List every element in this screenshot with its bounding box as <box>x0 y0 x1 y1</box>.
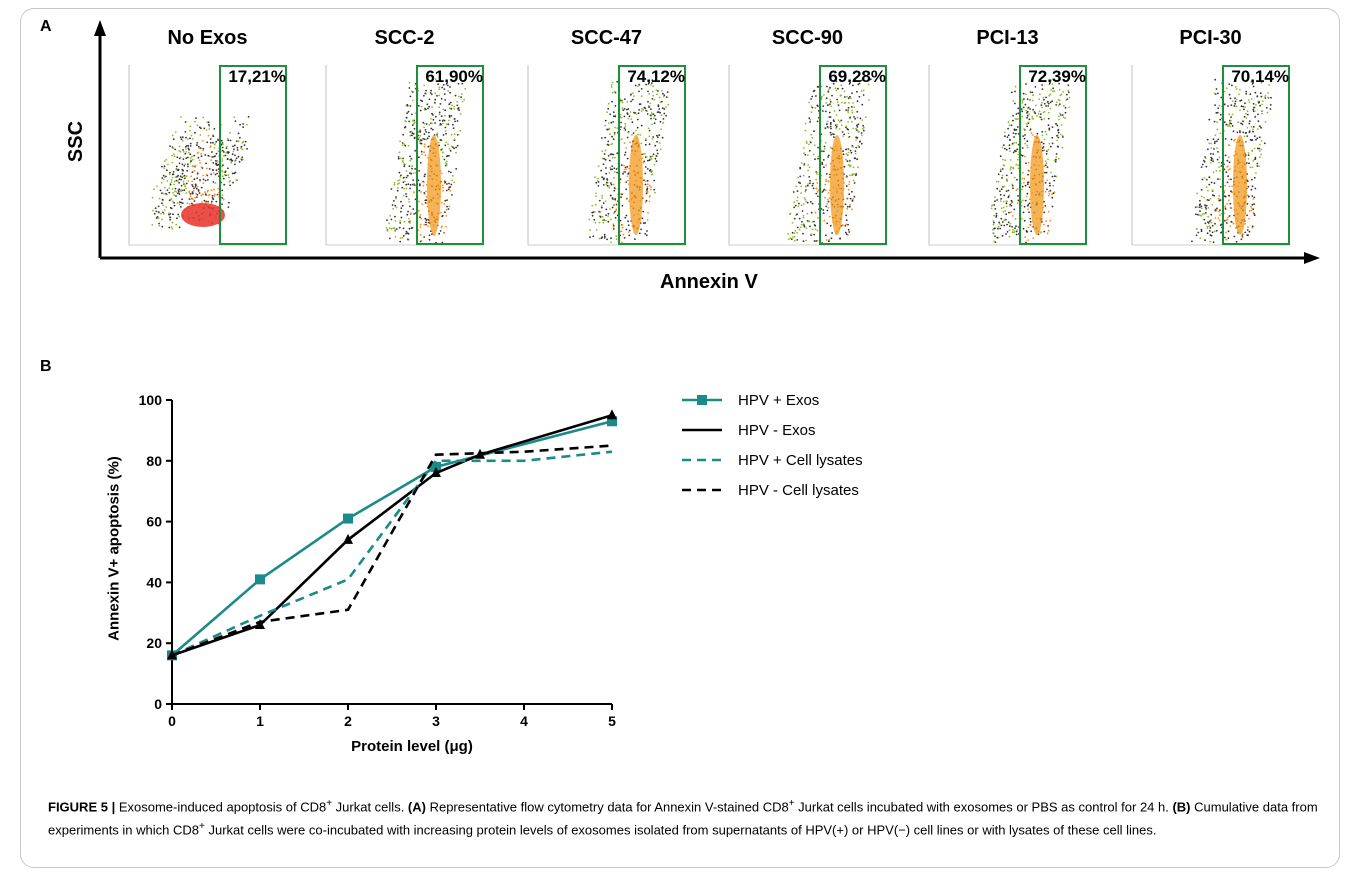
flow-panel: SCC-90 69,28% <box>725 27 890 255</box>
caption-label: FIGURE 5 | <box>48 799 116 815</box>
gate-box <box>1019 65 1087 245</box>
legend-label: HPV + Cell lysates <box>738 451 863 469</box>
legend-swatch <box>682 395 722 405</box>
line-chart-x-title: Protein level (μg) <box>351 738 473 755</box>
flow-panel-title: PCI-30 <box>1179 27 1242 49</box>
series-line <box>171 450 613 657</box>
flow-density-scatter <box>928 65 1087 246</box>
figure-caption: FIGURE 5 | Exosome-induced apoptosis of … <box>48 794 1318 841</box>
caption-sup-2: + <box>788 798 795 809</box>
x-tick-label: 2 <box>344 713 352 729</box>
y-tick-label: 60 <box>146 514 162 530</box>
data-point <box>255 618 265 629</box>
series-line <box>171 444 613 657</box>
flow-density-scatter <box>128 65 287 246</box>
series-line <box>171 413 613 657</box>
y-tick-label: 80 <box>146 453 162 469</box>
caption-text-6: Jurkat cells were co-incubated with incr… <box>204 822 1157 838</box>
legend-item: HPV - Exos <box>680 415 863 445</box>
panel-b-letter: B <box>40 358 52 375</box>
flow-panel-title: PCI-13 <box>976 27 1039 49</box>
line-chart-y-title: Annexin V+ apoptosis (%) <box>105 456 123 641</box>
legend-swatch <box>682 428 722 432</box>
flow-panel-title: SCC-90 <box>771 27 844 49</box>
gate-percentage: 61,90% <box>425 67 483 86</box>
flow-panel-title: No Exos <box>167 27 248 49</box>
x-tick-label: 5 <box>608 713 616 729</box>
caption-text-5: Cumulative data from experiments in whic… <box>48 799 1318 838</box>
legend-item: HPV + Exos <box>680 385 863 415</box>
flow-plot-area: 70,14% <box>1128 65 1293 255</box>
panel-a-x-label: Annexin V <box>660 271 758 293</box>
line-chart-svg: 0 20 40 60 80 100 0 1 2 3 4 5 <box>139 392 617 729</box>
series-line <box>171 420 613 657</box>
caption-sup-3: + <box>199 821 205 833</box>
flow-plot-area: 72,39% <box>925 65 1090 255</box>
x-tick-label: 1 <box>256 713 264 729</box>
gate-percentage: 74,12% <box>627 67 685 86</box>
x-tick-label: 3 <box>432 713 440 729</box>
flow-panel: SCC-47 74,12% <box>524 27 689 255</box>
flow-panel-title: SCC-2 <box>374 27 435 49</box>
flow-panel-title: SCC-47 <box>570 27 643 49</box>
gate-box <box>618 65 686 245</box>
gate-box <box>416 65 484 245</box>
y-tick-label: 40 <box>146 574 162 590</box>
caption-text-3: Representative flow cytometry data for A… <box>425 799 789 815</box>
gate-percentage: 69,28% <box>828 67 886 86</box>
flow-panel: PCI-30 70,14% <box>1128 27 1293 255</box>
caption-a-tag: (A) <box>407 799 426 815</box>
legend-item: HPV - Cell lysates <box>680 475 863 505</box>
data-point <box>607 409 617 420</box>
gate-percentage: 72,39% <box>1028 67 1086 86</box>
caption-text-2: Jurkat cells. <box>332 799 408 815</box>
gate-box <box>1222 65 1290 245</box>
caption-sup-1: + <box>326 798 333 809</box>
legend-label: HPV - Cell lysates <box>738 481 859 499</box>
gate-percentage: 17,21% <box>228 67 286 86</box>
gate-box <box>219 65 287 245</box>
x-tick-label: 0 <box>168 713 176 729</box>
gate-box <box>819 65 887 245</box>
y-tick-label: 100 <box>139 392 163 408</box>
flow-plot-area: 69,28% <box>725 65 890 255</box>
x-tick-label: 4 <box>520 713 528 729</box>
data-point <box>255 574 265 585</box>
line-chart: 0 20 40 60 80 100 0 1 2 3 4 5 <box>90 390 650 770</box>
flow-density-scatter <box>527 65 686 246</box>
data-point <box>431 466 441 477</box>
legend-swatch <box>682 458 722 462</box>
flow-density-scatter <box>325 65 484 246</box>
caption-b-tag: (B) <box>1172 799 1191 815</box>
flow-plot-area: 74,12% <box>524 65 689 255</box>
caption-text-4: Jurkat cells incubated with exosomes or … <box>794 799 1173 815</box>
flow-panel: SCC-2 61,90% <box>322 27 487 255</box>
panel-a-y-label: SSC <box>65 120 88 163</box>
flow-density-scatter <box>1131 65 1290 246</box>
legend-label: HPV - Exos <box>738 421 816 439</box>
data-point <box>343 513 353 524</box>
flow-plot-area: 61,90% <box>322 65 487 255</box>
legend-label: HPV + Exos <box>738 391 820 409</box>
flow-density-scatter <box>728 65 887 246</box>
flow-panel: No Exos 17,21% <box>125 27 290 255</box>
data-point <box>343 533 353 544</box>
legend-item: HPV + Cell lysates <box>680 445 863 475</box>
legend-swatch <box>682 488 722 492</box>
panel-a-axes <box>94 20 1320 264</box>
y-tick-label: 20 <box>146 635 162 651</box>
figure-frame <box>20 8 1340 868</box>
gate-percentage: 70,14% <box>1231 67 1289 86</box>
data-point <box>431 461 441 472</box>
y-tick-label: 0 <box>154 696 162 712</box>
legend: HPV + Exos HPV - Exos HPV + Cell lysates HP… <box>680 385 863 505</box>
flow-plot-area: 17,21% <box>125 65 290 255</box>
flow-panel: PCI-13 72,39% <box>925 27 1090 255</box>
data-point <box>607 416 617 427</box>
caption-text-1: Exosome-induced apoptosis of CD8 <box>115 799 327 815</box>
panel-a-letter: A <box>40 18 52 35</box>
